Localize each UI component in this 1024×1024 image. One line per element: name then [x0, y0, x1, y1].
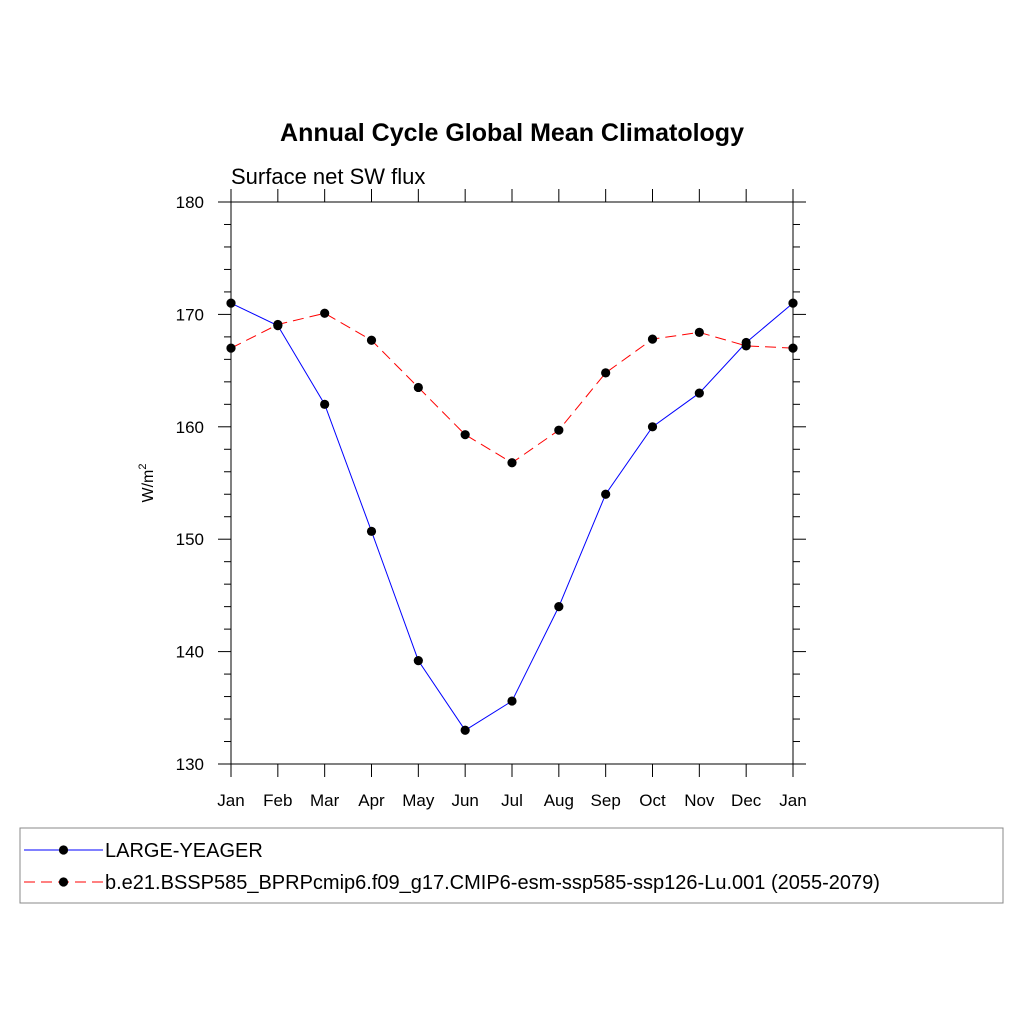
y-tick-labels: 130 140 150 160 170 180: [176, 193, 204, 774]
data-point: [788, 343, 798, 353]
data-point: [226, 298, 236, 308]
data-point: [320, 308, 330, 318]
x-tick-label: Sep: [591, 791, 621, 810]
data-point: [647, 422, 658, 432]
x-tick-label: Jul: [501, 791, 523, 810]
chart-subtitle: Surface net SW flux: [231, 164, 425, 189]
data-point: [273, 319, 283, 330]
data-point: [554, 425, 564, 435]
y-tick-label: 130: [176, 755, 204, 774]
data-point: [226, 343, 236, 353]
chart-title: Annual Cycle Global Mean Climatology: [280, 119, 744, 147]
x-tick-label: Dec: [731, 791, 762, 810]
axis-ticks: [218, 189, 806, 777]
data-point: [647, 334, 658, 344]
data-point: [601, 489, 611, 499]
data-point: [741, 341, 751, 351]
data-point: [320, 399, 330, 409]
data-point: [413, 382, 423, 393]
x-tick-label: Oct: [639, 791, 666, 810]
data-point: [694, 327, 704, 337]
legend: LARGE-YEAGER b.e21.BSSP585_BPRPcmip6.f09…: [19, 827, 1004, 904]
y-tick-label: 180: [176, 193, 204, 212]
legend-label-1: LARGE-YEAGER: [105, 840, 263, 862]
plot-frame: [230, 201, 794, 765]
data-point: [788, 298, 798, 308]
x-tick-label: Jan: [779, 791, 806, 810]
data-point: [554, 602, 564, 612]
x-tick-label: Feb: [263, 791, 292, 810]
data-point: [460, 725, 470, 735]
data-point: [460, 430, 470, 440]
y-tick-label: 140: [176, 643, 204, 662]
legend-marker-1: [58, 845, 69, 855]
legend-box: [19, 827, 1004, 904]
x-tick-label: Aug: [544, 791, 574, 810]
legend-marker-2: [58, 877, 69, 887]
y-axis-label-exponent: 2: [137, 464, 149, 470]
y-tick-label: 160: [176, 418, 204, 437]
data-point: [694, 388, 704, 398]
y-tick-label: 150: [176, 530, 204, 549]
x-tick-labels: Jan Feb Mar Apr May Jun Jul Aug Sep Oct Nov Dec Jan: [217, 791, 806, 810]
data-point: [507, 696, 517, 706]
y-tick-label: 170: [176, 305, 204, 324]
data-point: [507, 458, 517, 468]
data-point: [366, 526, 377, 536]
y-axis-label-unit: W/m: [140, 470, 157, 503]
x-tick-label: Mar: [310, 791, 340, 810]
legend-label-2: b.e21.BSSP585_BPRPcmip6.f09_g17.CMIP6-es…: [105, 872, 880, 894]
x-tick-label: Nov: [684, 791, 715, 810]
data-point: [601, 368, 611, 378]
data-point: [413, 655, 423, 666]
series-line-1: [230, 302, 794, 731]
x-tick-label: Jan: [217, 791, 244, 810]
x-tick-label: Jun: [451, 791, 478, 810]
data-point: [366, 335, 377, 345]
x-tick-label: May: [402, 791, 435, 810]
y-axis-label: W/m2: [137, 464, 157, 503]
x-tick-label: Apr: [358, 791, 385, 810]
series-layer: [226, 298, 798, 735]
